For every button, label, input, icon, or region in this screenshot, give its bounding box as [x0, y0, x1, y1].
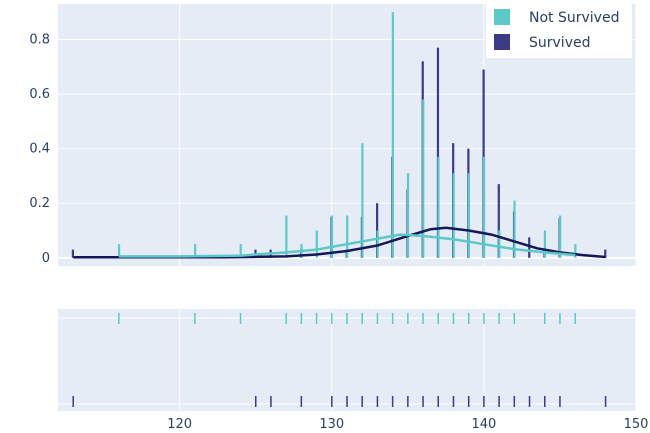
y-tick-label: 0.8 — [29, 32, 50, 47]
y-tick-label: 0.6 — [29, 87, 50, 102]
bar-not-survived — [422, 99, 425, 258]
bar-survived — [604, 249, 607, 258]
legend-label-survived[interactable]: Survived — [529, 35, 590, 51]
y-axis-ticks: 0 0.2 0.4 0.6 0.8 — [29, 32, 50, 265]
bar-not-survived — [361, 143, 364, 258]
bar-not-survived — [559, 215, 562, 258]
legend-background — [486, 4, 632, 58]
x-tick-label: 140 — [471, 417, 496, 432]
bar-not-survived — [346, 215, 349, 258]
legend-swatch-not-survived[interactable] — [494, 9, 510, 25]
bar-not-survived — [193, 244, 197, 258]
bar-not-survived — [482, 156, 486, 258]
x-axis-ticks: 120 130 140 150 — [167, 417, 648, 432]
x-tick-label: 130 — [319, 417, 344, 432]
bar-not-survived — [543, 230, 547, 258]
bar-survived — [528, 237, 531, 258]
bar-not-survived — [330, 215, 334, 258]
bar-survived — [436, 47, 440, 258]
bar-not-survived — [574, 244, 577, 258]
bar-not-survived — [467, 173, 470, 258]
x-tick-label: 120 — [167, 417, 192, 432]
bar-not-survived — [513, 200, 516, 258]
kde-curves — [73, 226, 606, 259]
bar-not-survived — [117, 244, 121, 258]
kde-not-survived — [118, 233, 576, 258]
bar-not-survived — [239, 244, 242, 258]
y-tick-label: 0.2 — [29, 196, 50, 211]
bar-not-survived — [406, 173, 410, 258]
legend-label-not-survived[interactable]: Not Survived — [529, 10, 619, 26]
bar-not-survived — [498, 230, 501, 258]
bar-survived — [497, 184, 500, 258]
legend[interactable]: Not Survived Survived — [486, 4, 632, 58]
y-tick-label: 0 — [42, 251, 50, 266]
bar-not-survived — [285, 215, 288, 258]
bar-survived — [71, 249, 75, 258]
kde-survived — [73, 226, 606, 259]
histogram-bars — [71, 12, 607, 258]
rug-plot-background — [58, 309, 636, 411]
rug-marks — [72, 313, 607, 407]
bar-not-survived — [452, 173, 455, 258]
bar-not-survived — [437, 156, 440, 258]
y-tick-label: 0.4 — [29, 142, 50, 157]
x-tick-label: 150 — [624, 417, 649, 432]
bar-not-survived — [315, 230, 318, 258]
legend-swatch-survived[interactable] — [494, 34, 510, 50]
bar-not-survived — [391, 12, 394, 258]
